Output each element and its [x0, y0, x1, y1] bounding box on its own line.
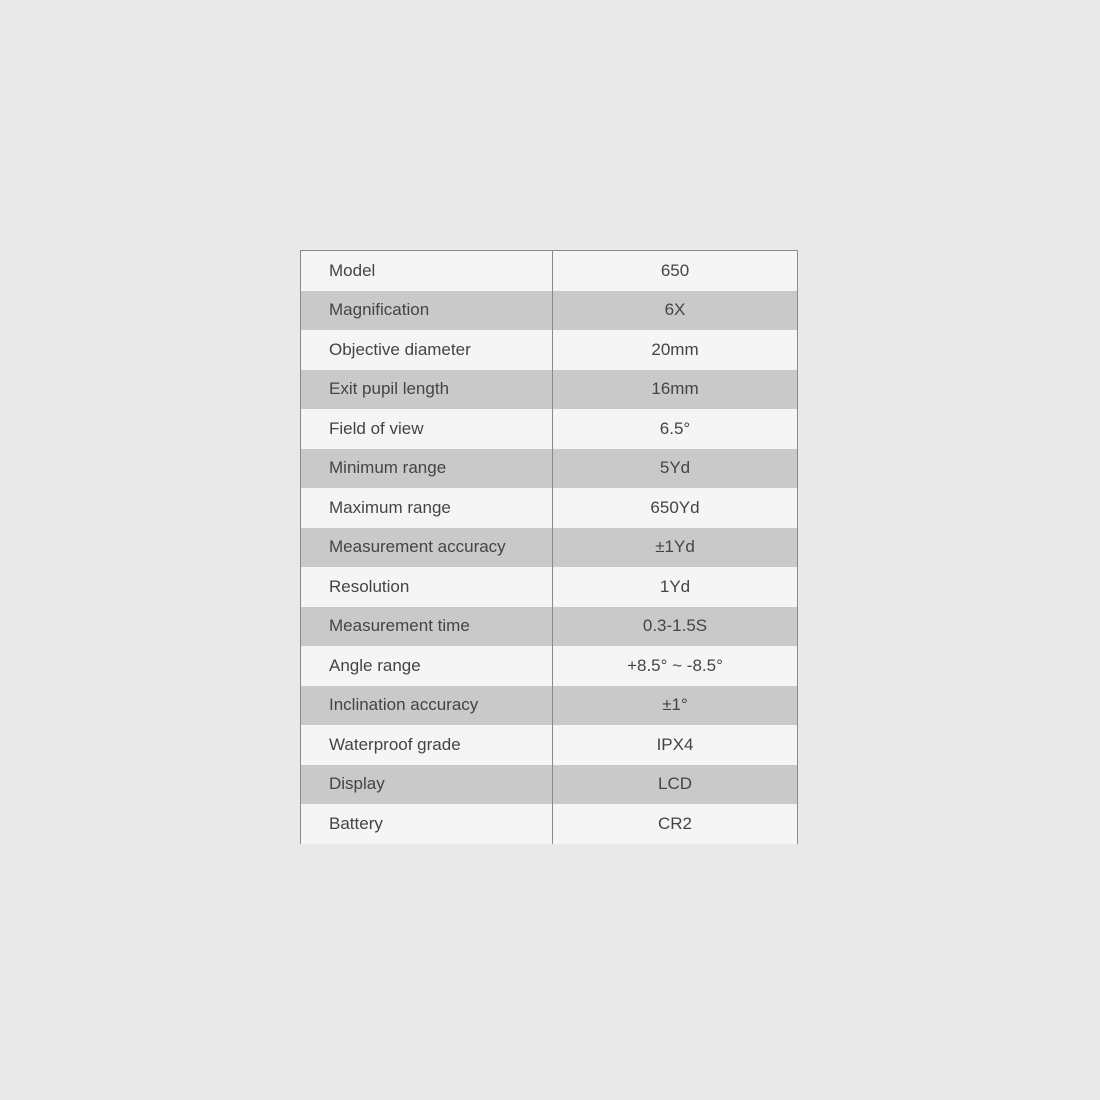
spec-label: Measurement time [301, 607, 553, 647]
table-row: Model 650 [301, 251, 797, 291]
spec-label: Measurement accuracy [301, 528, 553, 568]
spec-label: Resolution [301, 567, 553, 607]
spec-label: Magnification [301, 291, 553, 331]
table-row: Measurement time 0.3-1.5S [301, 607, 797, 647]
table-row: Display LCD [301, 765, 797, 805]
table-row: Waterproof grade IPX4 [301, 725, 797, 765]
spec-value: 16mm [553, 379, 797, 399]
table-row: Objective diameter 20mm [301, 330, 797, 370]
spec-label: Display [301, 765, 553, 805]
table-row: Angle range +8.5° ~ -8.5° [301, 646, 797, 686]
spec-label: Exit pupil length [301, 370, 553, 410]
spec-value: 5Yd [553, 458, 797, 478]
spec-label: Model [301, 251, 553, 291]
spec-table: Model 650 Magnification 6X Objective dia… [300, 250, 798, 844]
spec-label: Waterproof grade [301, 725, 553, 765]
table-row: Inclination accuracy ±1° [301, 686, 797, 726]
spec-label: Battery [301, 804, 553, 844]
spec-value: +8.5° ~ -8.5° [553, 656, 797, 676]
spec-value: 1Yd [553, 577, 797, 597]
table-row: Field of view 6.5° [301, 409, 797, 449]
spec-value: 0.3-1.5S [553, 616, 797, 636]
table-row: Battery CR2 [301, 804, 797, 844]
table-row: Magnification 6X [301, 291, 797, 331]
spec-label: Field of view [301, 409, 553, 449]
spec-label: Objective diameter [301, 330, 553, 370]
table-row: Minimum range 5Yd [301, 449, 797, 489]
spec-value: ±1° [553, 695, 797, 715]
table-row: Maximum range 650Yd [301, 488, 797, 528]
spec-label: Inclination accuracy [301, 686, 553, 726]
table-row: Exit pupil length 16mm [301, 370, 797, 410]
spec-value: 6.5° [553, 419, 797, 439]
spec-label: Maximum range [301, 488, 553, 528]
spec-label: Minimum range [301, 449, 553, 489]
spec-value: ±1Yd [553, 537, 797, 557]
spec-value: LCD [553, 774, 797, 794]
table-row: Measurement accuracy ±1Yd [301, 528, 797, 568]
spec-value: IPX4 [553, 735, 797, 755]
spec-value: 650 [553, 261, 797, 281]
table-row: Resolution 1Yd [301, 567, 797, 607]
spec-value: 6X [553, 300, 797, 320]
spec-value: CR2 [553, 814, 797, 834]
spec-value: 650Yd [553, 498, 797, 518]
spec-value: 20mm [553, 340, 797, 360]
spec-label: Angle range [301, 646, 553, 686]
